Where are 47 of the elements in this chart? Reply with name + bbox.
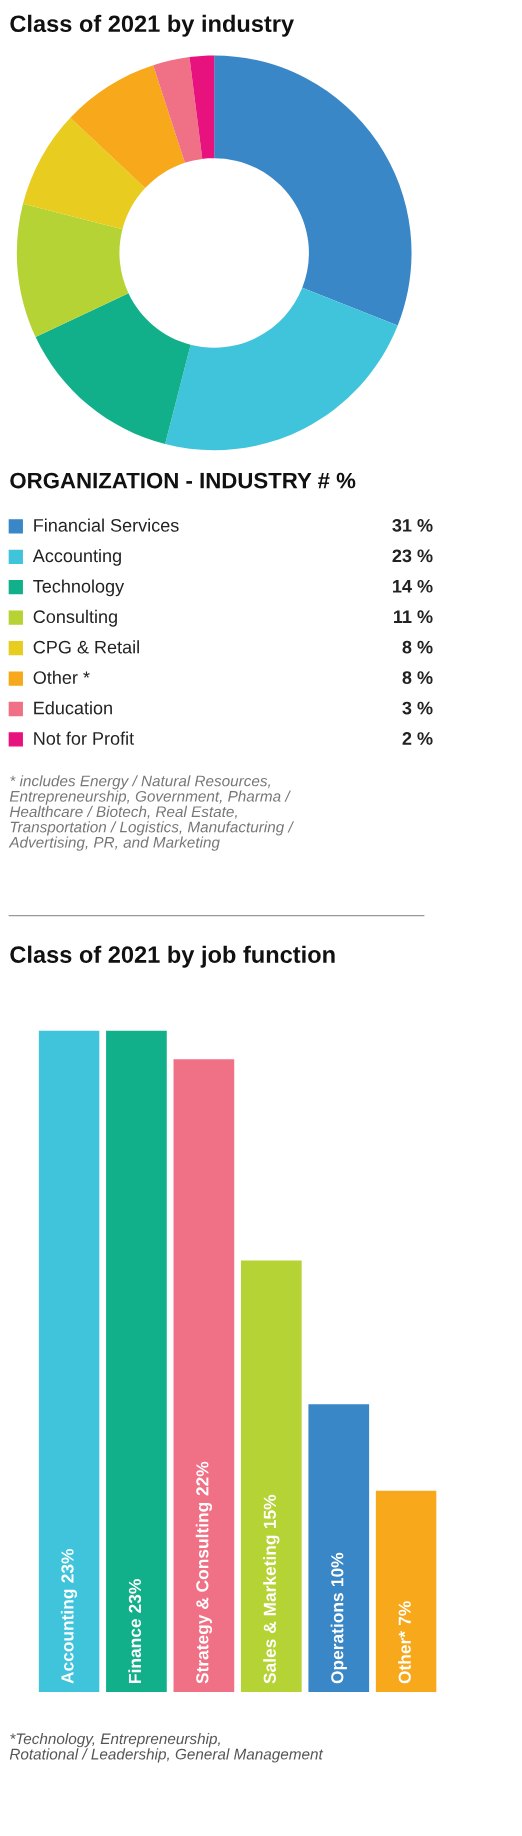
data-label: 7% (398, 1601, 411, 1626)
text: *Technology, Entrepreneurship, Rotational / Leadership, General Management (9, 1732, 324, 1763)
legend-label: CPG & Retail (33, 640, 139, 654)
data-label: 8 % (402, 671, 433, 684)
data-label: 11 % (394, 610, 433, 624)
donut-slice (153, 57, 203, 163)
data-label: 23 % (392, 549, 433, 563)
x-tick-label: Other* (398, 1631, 411, 1684)
bar (173, 1059, 235, 1692)
bar (106, 1030, 167, 1692)
donut-slice (165, 287, 398, 451)
bar (38, 1030, 100, 1692)
x-tick-label: Accounting (60, 1589, 78, 1684)
legend-title: ORGANIZATION - INDUSTRY # % (10, 472, 356, 489)
data-label: 15% (263, 1494, 276, 1529)
data-label: 31 % (392, 518, 433, 532)
legend-label: Accounting (32, 548, 121, 566)
legend-label: Education (34, 701, 112, 715)
donut-slice (214, 55, 412, 326)
data-label: 3 % (402, 701, 433, 715)
data-label: 14 % (393, 579, 433, 593)
donut-slice (70, 65, 185, 189)
chart-title: Class of 2021 by job function (10, 945, 335, 968)
data-label: 8 % (402, 640, 433, 654)
legend-label: Financial Services (34, 518, 179, 532)
donut-slice (35, 293, 191, 445)
x-tick-label: Operations (330, 1593, 347, 1684)
data-label: 22% (196, 1461, 209, 1496)
donut-slice (189, 55, 215, 159)
legend-label: Consulting (33, 609, 117, 627)
donut-slice (16, 203, 129, 337)
data-label: 10% (331, 1552, 344, 1587)
data-label: 23% (128, 1579, 142, 1613)
bar (308, 1404, 370, 1692)
legend-label: Technology (33, 579, 125, 597)
chart-title: Class of 2021 by industry (10, 14, 294, 37)
data-label: 2 % (402, 732, 433, 745)
legend-label: Not for Profit (34, 731, 134, 745)
data-label: 23% (61, 1549, 74, 1583)
x-tick-label: Strategy & Consulting (195, 1502, 212, 1684)
legend-label: Other * (33, 670, 90, 684)
donut-slice (23, 117, 146, 230)
text: * includes Energy / Natural Resources, Entrepreneurship, Government, Pharma / Healthcare / Biotech, Real Estate, Transportation / Logistics, Manufacturing / Advertising, PR, and Marketing (8, 775, 295, 851)
x-tick-label: Finance (128, 1619, 142, 1683)
x-tick-label: Sales & Marketing (263, 1535, 280, 1684)
bar (240, 1260, 302, 1692)
bar (375, 1490, 437, 1692)
